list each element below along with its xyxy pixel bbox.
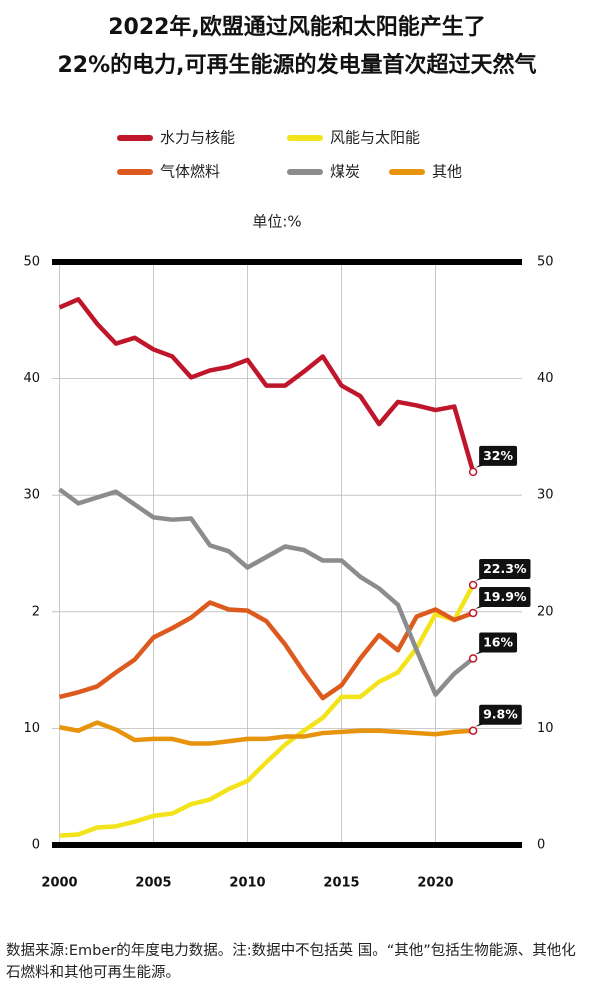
value-callout: 32% (475, 445, 518, 468)
y-tick-label: 40 (23, 371, 40, 386)
series-line (59, 583, 476, 838)
callout-box (479, 445, 518, 466)
note: 数据来源:Ember的年度电力数据。注:数据中不包括英 国。“其他”包括生物能源… (6, 943, 576, 981)
value-callout: 16% (475, 632, 518, 655)
series-line (59, 720, 474, 746)
callout-pointer (475, 722, 490, 727)
value-callout: 19.9% (475, 586, 531, 609)
y-tick-label: 0 (32, 838, 40, 853)
value-callout: 9.8% (475, 704, 522, 727)
value-label: 22.3% (483, 561, 527, 576)
end-marker (468, 726, 478, 735)
legend-label: 气体燃料 (160, 163, 220, 181)
unit-label: 单位:% (252, 213, 301, 231)
chart-title: 22%的电力,可再生能源的发电量首次超过天然气 (57, 52, 536, 78)
y2-tick-label: 40 (537, 371, 554, 386)
callout-box (479, 558, 531, 579)
y2-tick-label: 50 (537, 255, 554, 270)
y2-tick-label: 10 (537, 721, 554, 736)
callout-pointer (475, 463, 490, 468)
callout-box (479, 704, 522, 725)
callout-box (479, 632, 518, 653)
y-tick-label: 30 (23, 488, 40, 503)
value-label: 32% (483, 448, 513, 463)
callout-pointer (475, 650, 490, 655)
callout-pointer (475, 576, 490, 581)
end-marker (468, 580, 478, 590)
chart: 2022年,欧盟通过风能和太阳能产生了 22%的电力,可再生能源的发电量首次超过… (23, 14, 554, 891)
callout-pointer (475, 604, 490, 609)
legend-label: 水力与核能 (160, 129, 235, 147)
y2-tick-label: 20 (537, 604, 554, 619)
end-marker (468, 608, 478, 618)
end-marker (468, 467, 478, 477)
y-tick-label: 2 (32, 604, 40, 619)
y2-tick-label: 0 (537, 838, 545, 853)
value-label: 9.8% (483, 707, 518, 722)
series-line (58, 297, 476, 473)
series-line (58, 600, 474, 701)
series-line (58, 487, 475, 697)
legend-label: 风能与太阳能 (330, 129, 420, 147)
end-marker (468, 654, 478, 663)
callout-box (479, 586, 531, 607)
x-tick-label: 2010 (229, 876, 265, 891)
x-tick-label: 2020 (417, 876, 453, 891)
legend-label: 其他 (432, 163, 462, 181)
x-tick-label: 2015 (323, 876, 359, 891)
chart-title: 2022年,欧盟通过风能和太阳能产生了 (108, 14, 486, 40)
x-tick-label: 2005 (135, 876, 171, 891)
value-label: 19.9% (483, 589, 527, 604)
legend-label: 煤炭 (330, 163, 360, 181)
value-callout: 22.3% (475, 558, 531, 581)
y-tick-label: 50 (23, 255, 40, 270)
value-label: 16% (483, 634, 513, 649)
x-tick-label: 2000 (41, 876, 77, 891)
y-tick-label: 10 (23, 721, 40, 736)
y2-tick-label: 30 (537, 488, 554, 503)
